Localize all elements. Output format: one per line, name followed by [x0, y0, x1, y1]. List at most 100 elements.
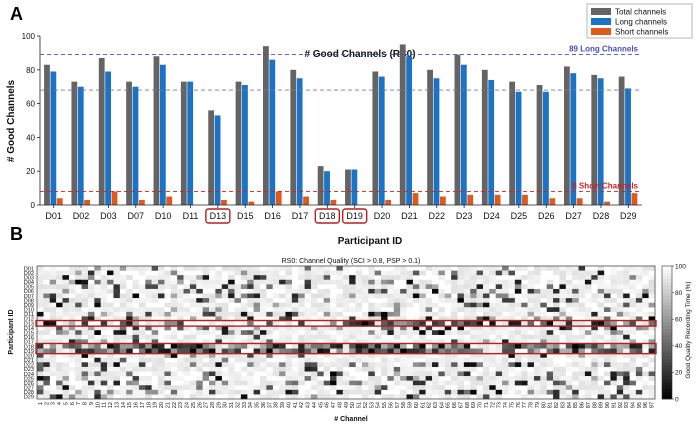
heatmap-cell	[170, 348, 178, 354]
heatmap-cell	[374, 316, 382, 322]
heatmap-cell	[381, 330, 388, 335]
heatmap-cell	[387, 279, 394, 285]
heatmap-cell	[597, 266, 605, 271]
heatmap-cell	[336, 330, 343, 335]
heatmap-cell	[298, 266, 305, 271]
heatmap-cell	[323, 275, 331, 280]
heatmap-cell	[533, 371, 541, 377]
bar-total-channels	[372, 71, 379, 206]
column-label: 60	[414, 402, 420, 408]
heatmap-cell	[228, 376, 235, 381]
heatmap-cell	[145, 307, 152, 313]
heatmap-cell	[279, 366, 286, 372]
heatmap-cell	[406, 371, 414, 377]
heatmap-cell	[107, 334, 114, 340]
heatmap-cell	[463, 389, 471, 395]
heatmap-cell	[489, 311, 496, 317]
heatmap-cell	[317, 266, 324, 271]
heatmap-cell	[323, 270, 331, 276]
heatmap-cell	[177, 348, 184, 354]
heatmap-cell	[355, 389, 363, 395]
heatmap-cell	[412, 321, 420, 326]
heatmap-cell	[559, 325, 566, 331]
heatmap-cell	[138, 348, 146, 354]
heatmap-cell	[629, 298, 637, 303]
heatmap-cell	[476, 302, 484, 308]
heatmap-cell	[37, 298, 44, 303]
heatmap-cell	[635, 293, 643, 299]
heatmap-cell	[393, 293, 401, 299]
heatmap-cell	[521, 371, 528, 377]
heatmap-cell	[240, 321, 248, 326]
heatmap-cell	[119, 325, 127, 331]
heatmap-cell	[412, 371, 420, 377]
heatmap-cell	[482, 380, 490, 386]
heatmap-cell	[202, 302, 210, 308]
row-label: D19	[24, 349, 34, 355]
heatmap-cell	[623, 394, 630, 400]
heatmap-cell	[304, 371, 312, 377]
heatmap-cell	[164, 343, 171, 349]
heatmap-cell	[412, 288, 420, 294]
heatmap-cell	[495, 334, 503, 340]
heatmap-cell	[387, 394, 394, 400]
heatmap-cell	[151, 389, 159, 395]
heatmap-cell	[113, 307, 120, 313]
heatmap-cell	[81, 325, 89, 331]
colorbar-label: Good Quality Recording Time (%)	[685, 281, 692, 378]
heatmap-cell	[495, 362, 503, 368]
bar-long-channels	[406, 56, 413, 205]
heatmap-cell	[298, 316, 305, 322]
heatmap-cell	[291, 376, 299, 381]
heatmap-cell	[604, 362, 611, 368]
x-tick-label: D19	[346, 211, 363, 221]
heatmap-cell	[279, 316, 286, 322]
heatmap-cell	[298, 376, 305, 381]
heatmap-cell	[94, 266, 101, 271]
heatmap-cell	[272, 266, 280, 271]
heatmap-cell	[81, 380, 89, 386]
colorbar-step	[662, 312, 672, 317]
column-label: 26	[197, 402, 203, 408]
column-label: 89	[599, 402, 605, 408]
heatmap-cell	[393, 298, 401, 303]
heatmap-cell	[330, 311, 337, 317]
colorbar-step	[662, 266, 672, 270]
heatmap-cell	[132, 371, 140, 377]
heatmap-cell	[81, 302, 89, 308]
heatmap-cell	[432, 339, 439, 345]
heatmap-cell	[87, 325, 95, 331]
heatmap-cell	[253, 288, 261, 294]
heatmap-cell	[56, 279, 63, 285]
heatmap-cell	[323, 394, 331, 400]
heatmap-cell	[374, 353, 382, 358]
heatmap-cell	[629, 343, 637, 349]
heatmap-cell	[387, 293, 394, 299]
heatmap-cell	[247, 293, 254, 299]
heatmap-cell	[610, 266, 617, 271]
heatmap-cell	[565, 298, 573, 303]
heatmap-cell	[304, 366, 312, 372]
heatmap-cell	[37, 330, 44, 335]
heatmap-cell	[629, 321, 637, 326]
heatmap-cell	[202, 376, 210, 381]
heatmap-cell	[597, 321, 605, 326]
heatmap-cell	[610, 394, 617, 400]
row-label: D20	[24, 353, 34, 359]
heatmap-cell	[527, 275, 535, 280]
bar-long-channels	[324, 171, 330, 205]
heatmap-cell	[451, 275, 458, 280]
heatmap-cell	[361, 284, 369, 290]
heatmap-cell	[285, 376, 292, 381]
heatmap-cell	[482, 357, 490, 363]
heatmap-cell	[623, 353, 630, 358]
heatmap-cell	[259, 307, 267, 313]
heatmap-cell	[272, 325, 280, 331]
heatmap-cell	[565, 394, 573, 400]
row-label: D15	[24, 331, 34, 337]
heatmap-cell	[87, 366, 95, 372]
heatmap-cell	[330, 362, 337, 368]
heatmap-cell	[158, 266, 165, 271]
heatmap-cell	[604, 288, 611, 294]
colorbar-step	[662, 349, 672, 353]
